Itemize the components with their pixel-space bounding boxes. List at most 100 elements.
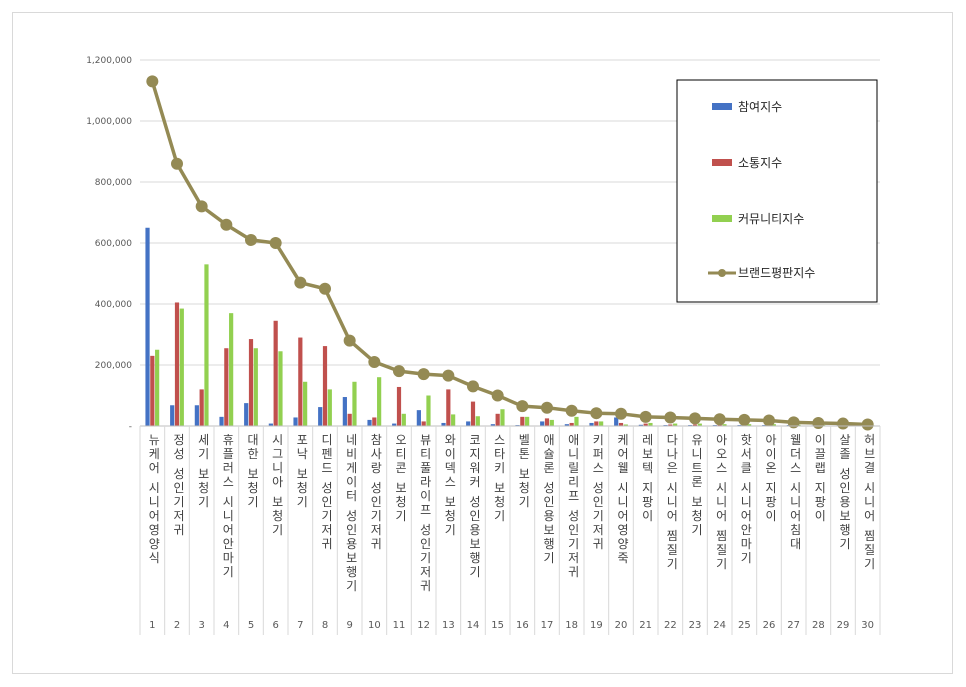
bar bbox=[327, 389, 332, 426]
category-label-char: 지 bbox=[642, 481, 653, 495]
bar bbox=[722, 424, 727, 426]
category-label-char: 네 bbox=[346, 433, 357, 447]
bar bbox=[273, 320, 278, 426]
bar bbox=[377, 377, 382, 426]
category-label-char: 살 bbox=[839, 433, 850, 447]
rank-label: 2 bbox=[174, 620, 180, 631]
bar bbox=[638, 424, 643, 426]
category-label-char: 보 bbox=[346, 551, 357, 565]
category-label-char: 저 bbox=[420, 565, 431, 579]
category-label-char: 콘 bbox=[395, 461, 406, 475]
bar bbox=[322, 346, 328, 426]
category-label-char: 찜 bbox=[667, 529, 678, 543]
category-label-char: 은 bbox=[667, 461, 678, 475]
bar bbox=[392, 423, 397, 426]
category-label-char: 어 bbox=[741, 509, 752, 523]
category-label-char: 이 bbox=[815, 433, 826, 447]
bar bbox=[421, 421, 426, 426]
rank-label: 29 bbox=[837, 620, 850, 631]
legend-swatch bbox=[712, 215, 732, 222]
category-label-char: 뷰 bbox=[420, 433, 431, 447]
category-label-char: 아 bbox=[272, 475, 283, 489]
category-label-char: 안 bbox=[223, 537, 234, 551]
category-label-char: 니 bbox=[667, 495, 678, 509]
category-label-char: 청 bbox=[494, 495, 505, 509]
category-label-char: 키 bbox=[494, 461, 505, 475]
y-tick-label: 200,000 bbox=[95, 361, 132, 371]
category-label-char: 질 bbox=[667, 543, 678, 557]
category-label-char: 보 bbox=[469, 537, 480, 551]
bar bbox=[643, 423, 648, 426]
line-point bbox=[738, 413, 751, 426]
y-tick-label: 1,000,000 bbox=[86, 117, 132, 127]
category-label-char: 죽 bbox=[617, 551, 628, 565]
category-label-char: 티 bbox=[420, 447, 431, 461]
category-label-char: 릴 bbox=[568, 461, 579, 475]
category-label-char: 그 bbox=[272, 447, 283, 461]
category-label-char: 행 bbox=[469, 550, 480, 565]
category-label-char: 인 bbox=[543, 495, 554, 509]
category-label-char: 청 bbox=[297, 481, 308, 495]
category-label-char: 졸 bbox=[839, 447, 850, 461]
bar bbox=[155, 349, 160, 426]
category-label-char: 질 bbox=[864, 543, 875, 557]
legend-label: 참여지수 bbox=[738, 100, 782, 114]
bar bbox=[520, 416, 525, 426]
category-label-char: 어 bbox=[716, 509, 727, 523]
category-label-char: 보 bbox=[494, 481, 505, 495]
category-label-char: 기 bbox=[198, 447, 209, 461]
legend-label: 브랜드평판지수 bbox=[738, 266, 815, 280]
category-label-char: 보 bbox=[198, 467, 209, 481]
bar bbox=[594, 421, 599, 426]
y-tick-label: 800,000 bbox=[95, 178, 132, 188]
category-label-char: 인 bbox=[593, 495, 604, 509]
category-label-char: 어 bbox=[617, 447, 628, 461]
rank-label: 30 bbox=[861, 620, 874, 631]
category-label-char: 시 bbox=[667, 481, 678, 495]
category-label-char: 니 bbox=[741, 495, 752, 509]
chart-frame bbox=[12, 12, 953, 674]
line-point bbox=[393, 365, 405, 378]
bar bbox=[268, 423, 273, 426]
category-label-char: 귀 bbox=[420, 579, 431, 593]
line-layer bbox=[146, 75, 874, 431]
line-point bbox=[812, 416, 825, 429]
bar bbox=[194, 405, 199, 426]
line-point bbox=[195, 200, 208, 213]
rank-label: 18 bbox=[565, 620, 578, 631]
bar bbox=[544, 418, 550, 426]
category-label-char: 텍 bbox=[642, 461, 653, 475]
category-label-char: 펜 bbox=[321, 447, 332, 461]
bar bbox=[599, 421, 604, 426]
bar bbox=[426, 395, 431, 426]
category-label-char: 양 bbox=[149, 537, 160, 551]
category-label-char: 워 bbox=[469, 461, 480, 475]
category-label-char: 보 bbox=[297, 467, 308, 481]
category-label-char: 안 bbox=[741, 523, 752, 537]
bar bbox=[668, 424, 673, 426]
bar bbox=[490, 424, 495, 426]
category-label-char: 웰 bbox=[617, 461, 628, 475]
category-label-char: 유 bbox=[691, 433, 702, 447]
category-label-char: 인 bbox=[420, 537, 431, 551]
category-label-char: 기 bbox=[469, 565, 480, 579]
line-point bbox=[689, 412, 701, 425]
category-label-char: 스 bbox=[593, 461, 604, 475]
category-label-char: 레 bbox=[642, 433, 653, 447]
category-label-char: 휴 bbox=[223, 433, 234, 447]
category-label-char: 성 bbox=[371, 481, 382, 495]
bar bbox=[470, 401, 476, 426]
rank-label: 21 bbox=[639, 620, 652, 631]
rank-label: 27 bbox=[787, 620, 800, 631]
line-point bbox=[713, 413, 726, 426]
bar-layer bbox=[145, 227, 875, 426]
category-label-char: 비 bbox=[346, 447, 357, 461]
category-label-char: 보 bbox=[395, 481, 406, 495]
category-label-char: 터 bbox=[346, 489, 357, 503]
bar bbox=[692, 424, 698, 426]
category-label-char: 인 bbox=[839, 481, 850, 495]
category-label-char: 청 bbox=[247, 481, 258, 495]
legend-swatch-marker bbox=[718, 269, 726, 277]
bar bbox=[589, 422, 594, 426]
line-point bbox=[837, 417, 849, 430]
